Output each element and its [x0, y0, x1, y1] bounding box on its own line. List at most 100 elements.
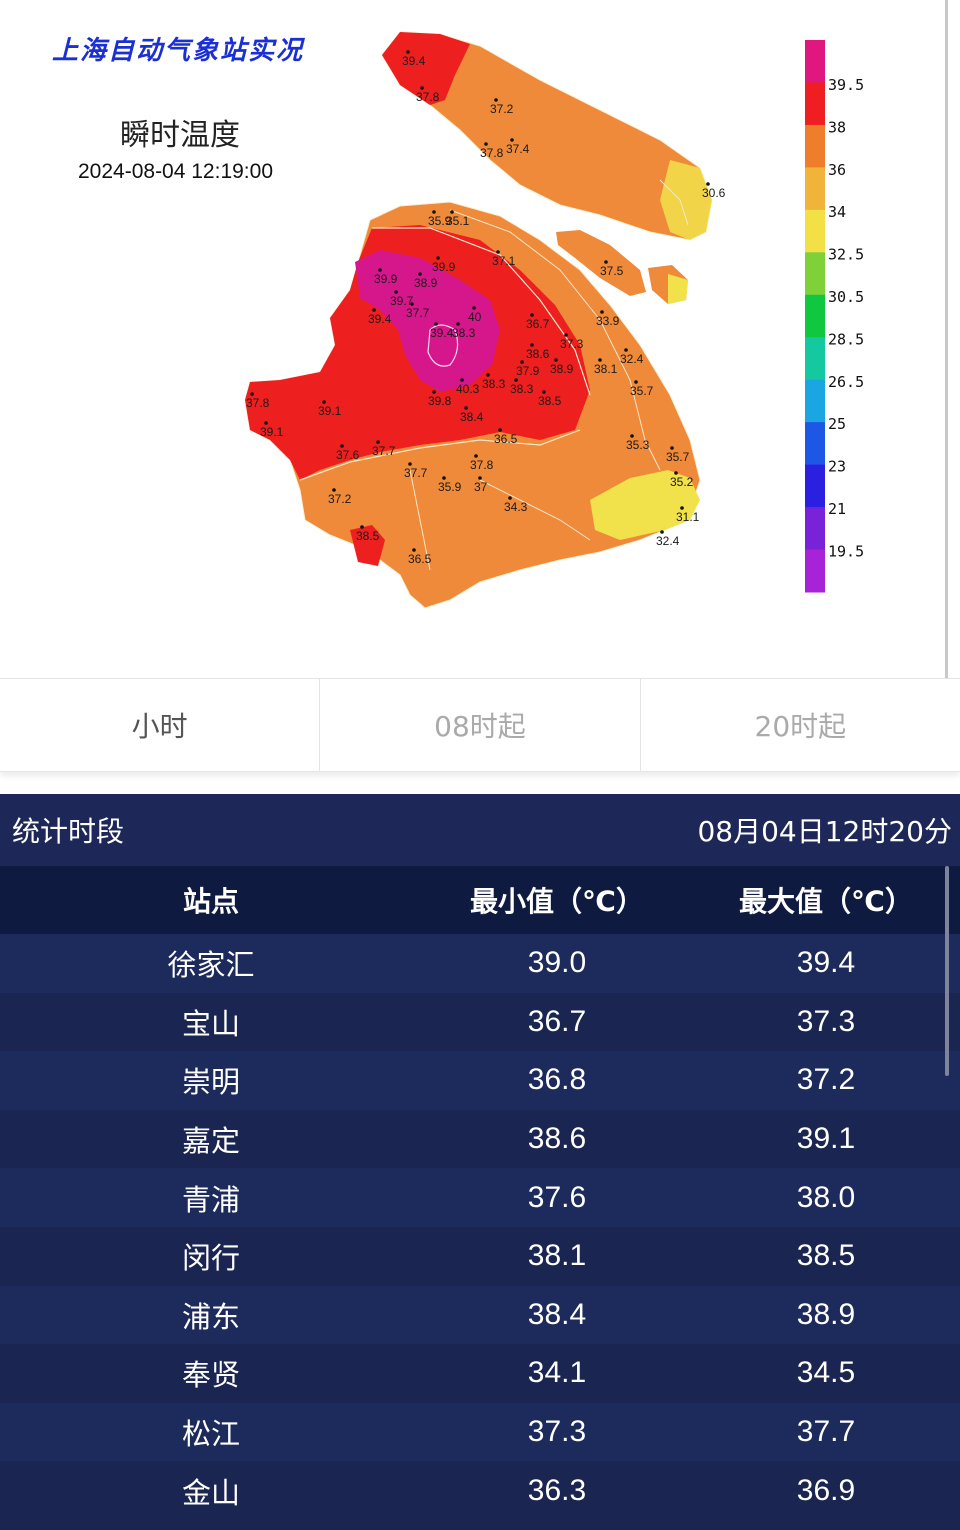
station-value: 31.1	[676, 510, 700, 524]
station-point: 40	[468, 306, 482, 324]
table-row[interactable]: 浦东 38.4 38.9	[0, 1285, 960, 1345]
table-row[interactable]: 奉贤 34.1 34.5	[0, 1344, 960, 1403]
station-point: 31.1	[676, 506, 700, 524]
station-point: 37.2	[490, 98, 514, 116]
station-point: 39.9	[432, 256, 456, 274]
station-point: 37.8	[416, 86, 440, 104]
station-point: 32.4	[656, 530, 680, 548]
station-dot	[496, 250, 500, 254]
station-point: 33.9	[596, 310, 620, 328]
tab-hour[interactable]: 小时	[0, 679, 321, 771]
station-point: 39.9	[374, 268, 398, 286]
station-value: 39.1	[318, 404, 342, 418]
station-value: 40.3	[456, 382, 480, 396]
changxing-island	[556, 230, 646, 296]
legend-swatch	[805, 337, 825, 381]
station-point: 37.2	[328, 488, 352, 506]
table-row[interactable]: 宝山 36.7 37.3	[0, 992, 960, 1052]
row-station: 宝山	[181, 1006, 240, 1041]
station-dot	[634, 380, 638, 384]
station-point: 34.3	[504, 496, 528, 514]
station-value: 39.4	[368, 312, 392, 326]
station-dot	[598, 358, 602, 362]
station-value: 37.1	[492, 254, 516, 268]
station-dot	[412, 548, 416, 552]
station-point: 37.6	[336, 444, 360, 462]
station-point: 39.4	[368, 308, 392, 326]
station-value: 37	[474, 480, 488, 494]
tab-since-08[interactable]: 08时起	[320, 679, 641, 771]
station-value: 39.8	[428, 394, 452, 408]
table-scrollbar[interactable]	[945, 866, 949, 1076]
station-dot	[486, 373, 490, 377]
station-value: 32.4	[656, 534, 680, 548]
table-row[interactable]: 嘉定 38.6 39.1	[0, 1109, 960, 1169]
row-min: 34.1	[527, 1356, 587, 1390]
row-min: 39.0	[527, 946, 587, 980]
row-station: 青浦	[181, 1182, 240, 1217]
table-row[interactable]: 闵行 38.1 38.5	[0, 1226, 960, 1286]
legend-label: 25	[828, 415, 846, 433]
row-min: 37.6	[527, 1180, 587, 1214]
station-dot	[484, 142, 488, 146]
row-max: 34.5	[796, 1356, 856, 1390]
station-dot	[360, 525, 364, 529]
station-point: 38.3	[452, 322, 476, 340]
row-max: 38.5	[796, 1239, 856, 1273]
legend-swatch	[805, 549, 825, 593]
station-point: 37.9	[516, 360, 540, 378]
station-readings: 39.437.837.237.8 37.430.635.935.137.137.5…	[246, 50, 726, 566]
legend-label: 26.5	[828, 373, 864, 391]
table-row[interactable]: 徐家汇 39.0 39.4	[0, 934, 960, 993]
station-point: 35.9	[428, 210, 452, 228]
legend-label: 21	[828, 500, 846, 518]
station-point: 32.4	[620, 348, 644, 366]
station-value: 39.7	[390, 294, 414, 308]
station-point: 35.1	[446, 210, 470, 228]
station-dot	[494, 98, 498, 102]
station-point: 38.1	[594, 358, 618, 376]
row-max: 36.9	[796, 1473, 856, 1507]
row-station: 金山	[181, 1475, 240, 1510]
station-dot	[432, 390, 436, 394]
station-value: 38.3	[482, 377, 506, 391]
table-row[interactable]: 金山 36.3 36.9	[0, 1461, 960, 1520]
station-value: 35.9	[428, 214, 452, 228]
table-row[interactable]: 松江 37.3 37.7	[0, 1402, 960, 1462]
table-row[interactable]: 青浦 37.6 38.0	[0, 1168, 960, 1227]
station-dot	[456, 322, 460, 326]
station-dot	[322, 400, 326, 404]
station-point: 38.4	[460, 406, 484, 424]
legend-swatch	[805, 294, 825, 338]
row-max: 37.2	[796, 1063, 856, 1097]
station-point: 37.7	[406, 302, 430, 320]
station-point: 39.8	[428, 390, 452, 408]
legend-label: 32.5	[828, 246, 864, 264]
station-dot	[434, 322, 438, 326]
station-dot	[604, 260, 608, 264]
station-point: 39.1	[318, 400, 342, 418]
table-row[interactable]: 崇明 36.8 37.2	[0, 1051, 960, 1110]
station-dot	[378, 268, 382, 272]
station-dot	[474, 454, 478, 458]
station-value: 30.6	[702, 186, 726, 200]
station-point: 39.7	[390, 290, 414, 308]
station-value: 39.9	[432, 260, 456, 274]
page-scrollbar[interactable]	[945, 0, 948, 678]
station-value: 37.8	[470, 458, 494, 472]
station-value: 33.9	[596, 314, 620, 328]
station-value: 35.2	[670, 475, 694, 489]
station-value: 36.5	[494, 432, 518, 446]
station-point: 36.7	[526, 313, 550, 331]
legend-swatch	[805, 167, 825, 211]
row-station: 闵行	[181, 1241, 240, 1276]
row-station: 嘉定	[181, 1124, 240, 1159]
station-value: 35.1	[446, 214, 470, 228]
legend-swatch	[805, 422, 825, 466]
tab-since-20[interactable]: 20时起	[754, 710, 847, 743]
station-dot	[680, 506, 684, 510]
station-value: 36.7	[526, 317, 550, 331]
station-point: 35.3	[626, 434, 650, 452]
station-value: 32.4	[620, 352, 644, 366]
station-value: 37.3	[560, 337, 584, 351]
